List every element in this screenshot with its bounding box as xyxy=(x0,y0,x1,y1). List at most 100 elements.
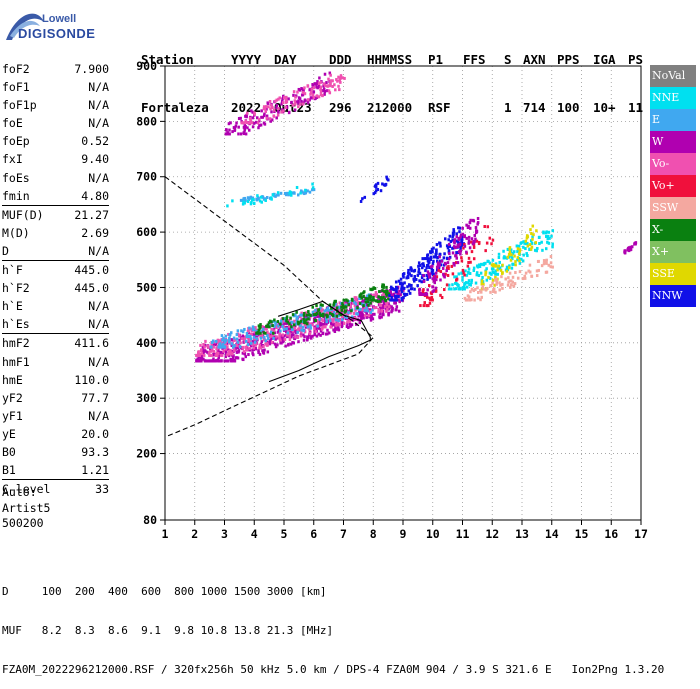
echo-point xyxy=(280,102,283,106)
echo-point xyxy=(228,132,231,136)
echo-point xyxy=(334,299,337,303)
echo-point xyxy=(472,289,476,293)
echo-point xyxy=(228,352,231,356)
echo-point xyxy=(218,350,222,354)
y-tick-label: 400 xyxy=(136,336,157,350)
echo-point xyxy=(374,306,378,310)
echo-point xyxy=(276,320,280,324)
echo-point xyxy=(259,195,263,199)
echo-point xyxy=(361,313,365,317)
echo-point xyxy=(372,306,376,310)
header-field: PPS xyxy=(557,52,580,67)
echo-point xyxy=(319,303,323,307)
y-tick-label: 80 xyxy=(143,513,157,527)
echo-point xyxy=(459,252,462,256)
echo-point xyxy=(297,322,300,326)
echo-point xyxy=(407,268,410,272)
echo-point xyxy=(518,249,522,253)
echo-point xyxy=(453,287,456,291)
echo-point xyxy=(394,308,398,312)
echo-point xyxy=(530,274,533,278)
echo-point xyxy=(511,280,514,284)
echo-point xyxy=(513,282,517,286)
echo-point xyxy=(416,273,420,277)
echo-point xyxy=(329,79,333,83)
echo-point xyxy=(269,333,273,337)
echo-point xyxy=(255,337,258,341)
echo-point xyxy=(311,182,314,186)
echo-point xyxy=(304,324,308,328)
echo-point xyxy=(486,286,489,290)
parameter-row: h`E N/A xyxy=(2,297,109,315)
echo-point xyxy=(236,356,240,360)
echo-point xyxy=(310,87,314,91)
echo-point xyxy=(219,340,222,344)
echo-point xyxy=(538,242,541,246)
echo-point xyxy=(241,351,245,355)
header-field: Fortaleza xyxy=(141,100,209,115)
echo-point xyxy=(238,338,241,342)
echo-point xyxy=(420,276,424,280)
echo-point xyxy=(365,311,369,315)
echo-point xyxy=(299,334,303,338)
echo-point xyxy=(212,345,215,349)
echo-point xyxy=(300,93,304,97)
echo-point xyxy=(262,331,266,335)
echo-point xyxy=(267,332,270,336)
echo-point xyxy=(325,322,328,326)
echo-point xyxy=(256,196,260,200)
echo-point xyxy=(378,303,382,307)
echo-point xyxy=(321,94,324,98)
echo-point xyxy=(296,320,300,324)
echo-point xyxy=(252,335,256,339)
echo-point xyxy=(467,260,470,264)
echo-point xyxy=(482,287,485,291)
echo-point xyxy=(376,181,380,185)
echo-point xyxy=(359,199,363,203)
echo-point xyxy=(338,318,342,322)
echo-point xyxy=(244,355,248,359)
echo-point xyxy=(244,198,247,202)
echo-point xyxy=(299,313,302,317)
parameter-label: h`F2 xyxy=(2,281,30,296)
echo-point xyxy=(477,242,481,246)
echo-point xyxy=(318,323,322,327)
echo-point xyxy=(299,315,302,319)
echo-point xyxy=(296,335,300,339)
echo-point xyxy=(273,324,276,328)
echo-point xyxy=(265,107,268,111)
parameter-label: hmF2 xyxy=(2,336,30,351)
echo-point xyxy=(235,333,239,337)
echo-point xyxy=(282,319,286,323)
echo-point xyxy=(491,267,495,271)
echo-point xyxy=(325,313,328,317)
echo-point xyxy=(430,296,434,300)
echo-point xyxy=(390,287,393,291)
echo-point xyxy=(534,241,537,245)
echo-point xyxy=(408,291,412,295)
echo-point xyxy=(332,317,336,321)
echo-point xyxy=(542,230,545,234)
echo-point xyxy=(271,193,275,197)
echo-point xyxy=(455,256,458,260)
echo-trace-group xyxy=(447,229,555,291)
echo-point xyxy=(303,335,306,339)
echo-point xyxy=(349,324,352,328)
echo-point xyxy=(507,255,511,259)
echo-point xyxy=(634,241,638,245)
echo-point xyxy=(231,356,235,360)
echo-point xyxy=(433,277,436,281)
echo-point xyxy=(221,351,225,355)
echo-point xyxy=(623,250,627,254)
echo-point xyxy=(536,246,539,250)
echo-point xyxy=(284,193,288,197)
echo-point xyxy=(315,94,319,98)
echo-point xyxy=(287,111,291,115)
echo-point xyxy=(383,292,386,296)
parameter-row: fxI 9.40 xyxy=(2,150,109,168)
echo-point xyxy=(254,343,257,347)
echo-point xyxy=(381,289,384,293)
echo-point xyxy=(423,301,426,305)
echo-point xyxy=(455,239,458,243)
echo-point xyxy=(326,328,329,332)
